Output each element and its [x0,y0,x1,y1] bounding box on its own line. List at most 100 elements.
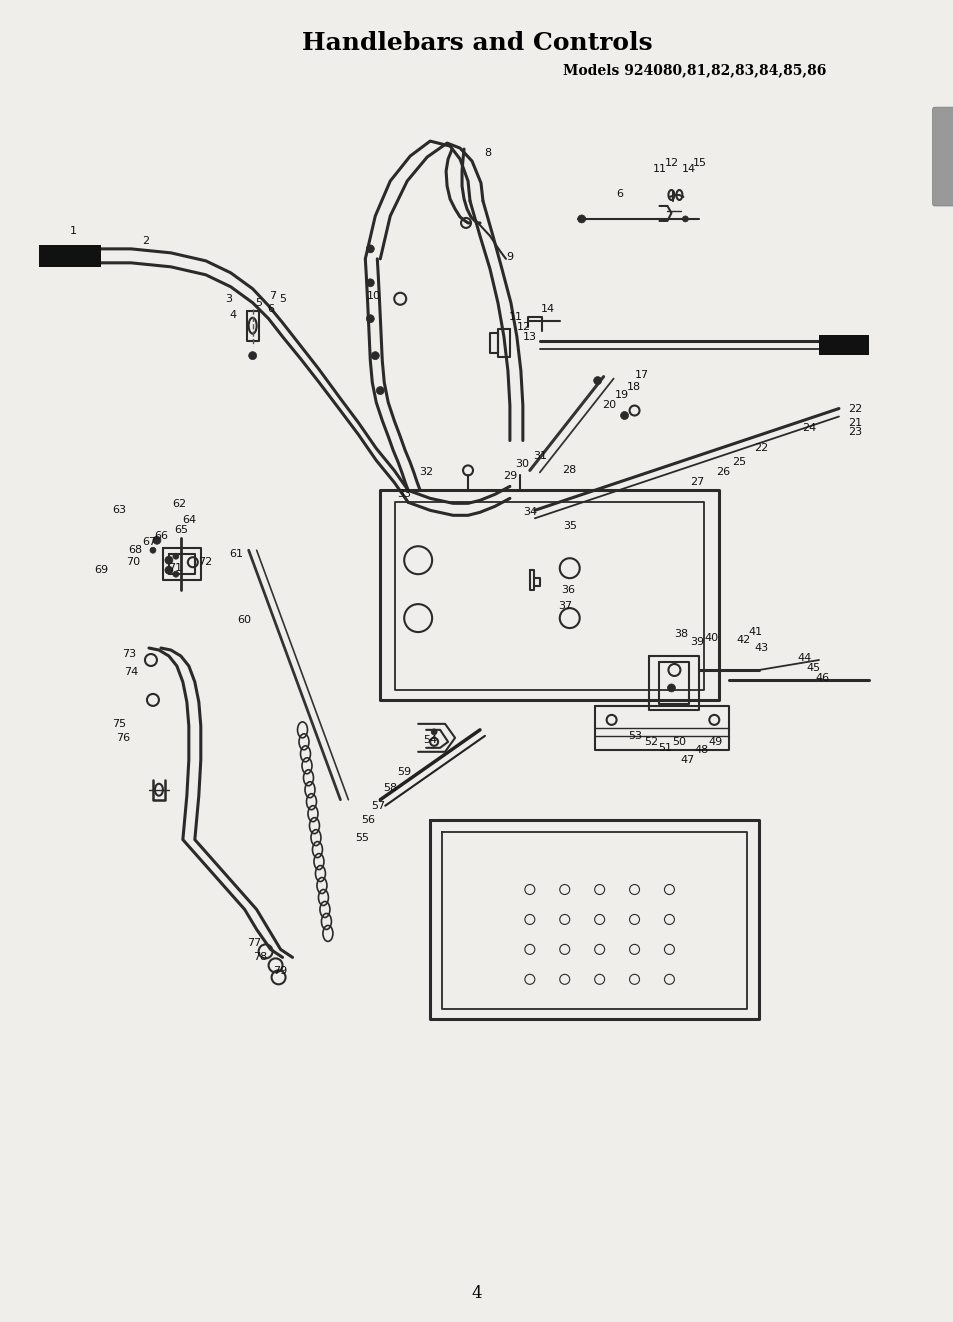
Text: 64: 64 [182,516,195,525]
Text: 10: 10 [367,291,381,301]
Text: 15: 15 [692,159,705,168]
Text: 18: 18 [626,382,639,391]
Text: 14: 14 [681,164,696,175]
Text: 75: 75 [112,719,126,728]
Text: 68: 68 [128,545,142,555]
Text: 36: 36 [560,586,574,595]
Text: 16: 16 [854,336,868,345]
Ellipse shape [431,728,436,735]
Text: 57: 57 [371,801,385,810]
Ellipse shape [578,215,585,223]
Text: 48: 48 [694,744,708,755]
Text: 67: 67 [142,537,156,547]
Text: 14: 14 [540,304,555,313]
Text: 50: 50 [672,736,686,747]
Text: 63: 63 [112,505,126,516]
Ellipse shape [152,537,161,545]
Text: 38: 38 [674,629,688,639]
Text: 62: 62 [172,500,186,509]
Ellipse shape [150,547,155,553]
Text: 66: 66 [153,531,168,541]
Text: 60: 60 [237,615,252,625]
Ellipse shape [593,377,601,385]
FancyBboxPatch shape [932,107,953,206]
Text: Models 924080,81,82,83,84,85,86: Models 924080,81,82,83,84,85,86 [562,63,825,77]
Ellipse shape [249,352,256,360]
Text: 5: 5 [279,293,286,304]
Text: 77: 77 [247,939,261,948]
Text: 4: 4 [229,309,236,320]
Text: 21: 21 [847,418,862,427]
Text: 65: 65 [173,525,188,535]
Ellipse shape [371,352,379,360]
Text: 37: 37 [558,602,572,611]
Text: 30: 30 [515,460,528,469]
Text: 34: 34 [522,508,537,517]
Text: 12: 12 [517,321,531,332]
Ellipse shape [165,566,172,574]
Text: 44: 44 [797,653,811,664]
Text: 11: 11 [508,312,522,321]
Text: 72: 72 [197,557,212,567]
Text: 26: 26 [716,468,730,477]
Text: 56: 56 [361,814,375,825]
Ellipse shape [620,411,628,419]
Text: 2: 2 [142,235,150,246]
Text: 43: 43 [753,642,767,653]
Text: 79: 79 [274,966,288,977]
Text: 33: 33 [396,489,411,500]
Text: 47: 47 [679,755,694,765]
Text: 32: 32 [418,468,433,477]
Text: 3: 3 [225,293,232,304]
Text: 4: 4 [471,1285,482,1302]
Text: 42: 42 [736,635,750,645]
Ellipse shape [366,245,374,253]
Text: 46: 46 [815,673,829,683]
Text: 71: 71 [168,563,182,574]
Ellipse shape [172,553,178,559]
Text: 6: 6 [267,304,274,313]
Text: 78: 78 [253,952,268,962]
Text: 25: 25 [731,457,745,468]
Text: 22: 22 [753,443,767,453]
Text: 7: 7 [269,291,275,301]
Text: 20: 20 [602,399,616,410]
Text: 12: 12 [663,159,678,168]
Text: 17: 17 [634,370,648,379]
Text: 35: 35 [562,521,577,531]
Text: 70: 70 [126,557,140,567]
Text: 28: 28 [562,465,577,476]
Ellipse shape [375,386,384,394]
Text: 6: 6 [616,189,622,200]
Bar [39,245,101,267]
Text: 53: 53 [628,731,642,740]
Text: 45: 45 [805,664,820,673]
Text: 39: 39 [690,637,703,646]
Text: 49: 49 [707,736,721,747]
Text: 73: 73 [122,649,136,658]
Text: 13: 13 [522,332,537,341]
Text: 24: 24 [801,423,816,434]
Ellipse shape [366,315,374,323]
Text: 23: 23 [847,427,862,438]
Ellipse shape [667,683,675,691]
Text: 58: 58 [383,783,396,793]
Text: 54: 54 [422,735,436,744]
Text: 52: 52 [644,736,658,747]
Ellipse shape [165,557,172,564]
Text: 74: 74 [124,668,138,677]
Text: 5: 5 [254,297,262,308]
Text: 55: 55 [355,833,369,842]
Text: 76: 76 [116,732,130,743]
Text: 29: 29 [502,472,517,481]
Text: 31: 31 [533,451,546,461]
Text: 69: 69 [94,566,108,575]
Text: 41: 41 [747,627,761,637]
Text: 40: 40 [703,633,718,642]
Text: 22: 22 [847,403,862,414]
Text: 59: 59 [396,767,411,777]
Text: 51: 51 [658,743,672,752]
Text: Handlebars and Controls: Handlebars and Controls [301,32,652,56]
Ellipse shape [681,215,688,222]
Text: 9: 9 [506,253,513,262]
